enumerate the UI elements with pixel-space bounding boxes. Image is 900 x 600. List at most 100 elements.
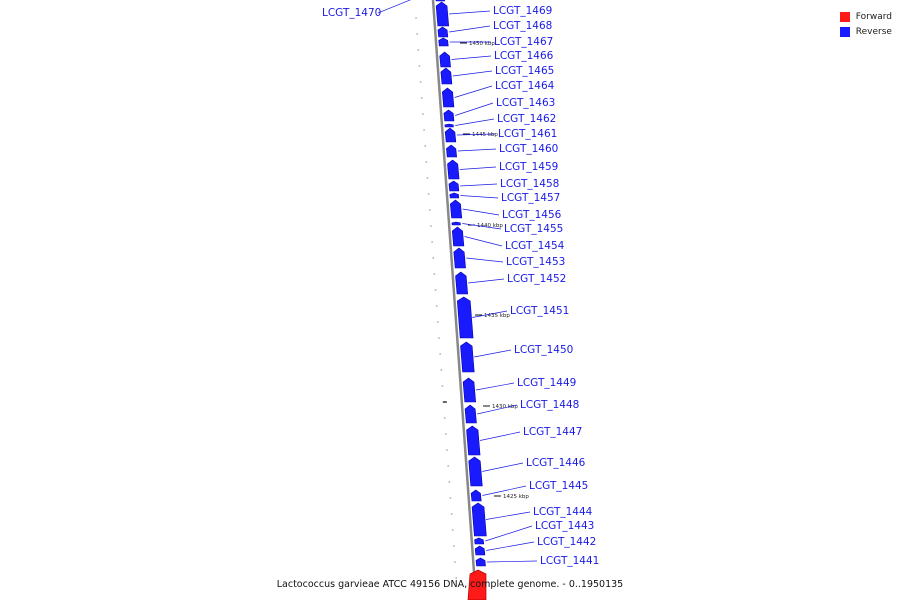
reverse-swatch <box>839 26 850 37</box>
gene-label[interactable]: LCGT_1446 <box>526 457 586 469</box>
gene-label[interactable]: LCGT_1442 <box>537 536 596 548</box>
gene-label[interactable]: LCGT_1458 <box>500 178 559 190</box>
gene-arrow[interactable] <box>453 247 466 269</box>
gene-arrow[interactable] <box>446 144 458 158</box>
gene-leader-line <box>482 462 524 472</box>
gene-arrow[interactable] <box>451 221 461 226</box>
gene-arrow[interactable] <box>470 489 482 502</box>
gene-arrow[interactable] <box>441 87 455 108</box>
gene-leader-line <box>472 310 508 318</box>
gene-label[interactable]: LCGT_1441 <box>540 555 599 567</box>
gene-label[interactable]: LCGT_1448 <box>520 399 579 411</box>
gene-arrow[interactable] <box>464 404 477 424</box>
gene-arrow[interactable] <box>435 1 450 27</box>
gene-leader-line <box>455 102 494 116</box>
gene-label[interactable]: LCGT_1454 <box>505 240 565 252</box>
gene-leader-line <box>486 560 538 563</box>
gene-label[interactable]: LCGT_1450 <box>514 344 573 356</box>
forward-swatch <box>839 11 850 22</box>
gene-label[interactable]: LCGT_1470 <box>322 7 381 19</box>
gene-label[interactable]: LCGT_1467 <box>494 36 553 48</box>
gene-leader-line <box>459 166 497 170</box>
gene-label[interactable]: LCGT_1452 <box>507 273 566 285</box>
legend-forward: Forward <box>839 9 892 24</box>
gene-arrow[interactable] <box>468 456 483 487</box>
gene-label[interactable]: LCGT_1460 <box>499 143 558 155</box>
gene-features <box>435 0 487 600</box>
gene-leader-line <box>475 382 515 391</box>
gene-arrow[interactable] <box>439 51 451 68</box>
gene-label[interactable]: LCGT_1456 <box>502 209 562 221</box>
gene-leader-line <box>486 541 535 551</box>
gene-label[interactable]: LCGT_1459 <box>499 161 558 173</box>
gene-arrow[interactable] <box>440 67 453 85</box>
gene-arrow[interactable] <box>437 26 449 38</box>
legend-reverse: Reverse <box>839 24 892 39</box>
gene-arrow[interactable] <box>444 123 454 128</box>
gene-label[interactable]: LCGT_1463 <box>496 97 555 109</box>
scale-label: 1425 kbp <box>503 494 529 500</box>
scale-ticks <box>415 17 457 579</box>
gene-leader-line <box>464 236 503 247</box>
gene-leader-line <box>452 70 493 77</box>
gene-label[interactable]: LCGT_1453 <box>506 256 565 268</box>
scale-label: 1430 kbp <box>492 404 518 410</box>
gene-label[interactable]: LCGT_1462 <box>497 113 556 125</box>
legend-reverse-label: Reverse <box>855 26 892 37</box>
gene-labels: LCGT_1470 LCGT_1469 LCGT_1468 LCGT_1467 LCGT… <box>322 0 599 567</box>
gene-arrow[interactable] <box>462 377 476 403</box>
gene-arrow[interactable] <box>444 127 457 143</box>
gene-arrow[interactable] <box>447 159 460 180</box>
gene-leader-line <box>377 0 411 14</box>
gene-label[interactable]: LCGT_1451 <box>510 305 569 317</box>
strand-legend: Forward Reverse <box>839 9 892 39</box>
gene-arrow[interactable] <box>466 425 481 456</box>
gene-leader-line <box>454 85 493 98</box>
gene-label[interactable]: LCGT_1466 <box>494 50 554 62</box>
gene-leader-line <box>477 404 518 415</box>
gene-label[interactable]: LCGT_1444 <box>533 506 593 518</box>
gene-leader-line <box>474 349 512 358</box>
gene-leader-line <box>449 25 491 33</box>
gene-arrow[interactable] <box>474 545 486 556</box>
gene-label[interactable]: LCGT_1469 <box>493 5 552 17</box>
gene-label[interactable]: LCGT_1445 <box>529 480 588 492</box>
gene-label[interactable]: LCGT_1468 <box>493 20 552 32</box>
gene-arrow[interactable] <box>460 341 475 373</box>
scale-label: 1450 kbp <box>469 41 495 47</box>
gene-label[interactable]: LCGT_1449 <box>517 377 576 389</box>
gene-label[interactable]: LCGT_1465 <box>495 65 554 77</box>
gene-leader-line <box>448 10 491 15</box>
gene-arrow[interactable] <box>438 37 449 47</box>
gene-label[interactable]: LCGT_1457 <box>501 192 560 204</box>
gene-arrow[interactable] <box>475 557 486 567</box>
gene-arrow[interactable] <box>471 502 487 537</box>
gene-arrow[interactable] <box>443 109 455 122</box>
gene-arrow[interactable] <box>435 0 445 2</box>
gene-label[interactable]: LCGT_1447 <box>523 426 582 438</box>
gene-arrow[interactable] <box>448 180 460 192</box>
gene-leader-line <box>462 208 500 216</box>
gene-label[interactable]: LCGT_1461 <box>498 128 557 140</box>
gene-leader-line <box>485 511 531 520</box>
gene-arrow[interactable] <box>474 537 485 545</box>
gene-leader-line <box>460 195 499 199</box>
gene-label[interactable]: LCGT_1443 <box>535 520 594 532</box>
gene-leader-line <box>460 183 498 187</box>
gene-leader-line <box>468 278 505 284</box>
gene-leader-line <box>456 133 496 136</box>
gene-leader-line <box>457 148 497 152</box>
gene-arrow[interactable] <box>451 226 465 247</box>
map-caption: Lactococcus garvieae ATCC 49156 DNA, com… <box>276 579 624 590</box>
gene-arrow[interactable] <box>449 192 460 199</box>
gene-arrow[interactable] <box>456 296 474 339</box>
gene-label[interactable]: LCGT_1464 <box>495 80 555 92</box>
forward-gene-arrow[interactable] <box>467 569 487 600</box>
scale-label: 1440 kbp <box>477 223 503 229</box>
legend-forward-label: Forward <box>855 11 892 22</box>
gene-arrow[interactable] <box>450 199 463 219</box>
gene-arrow[interactable] <box>455 271 469 295</box>
gene-label[interactable]: LCGT_1455 <box>504 223 563 235</box>
scale-label: 1445 kbp <box>472 132 498 138</box>
